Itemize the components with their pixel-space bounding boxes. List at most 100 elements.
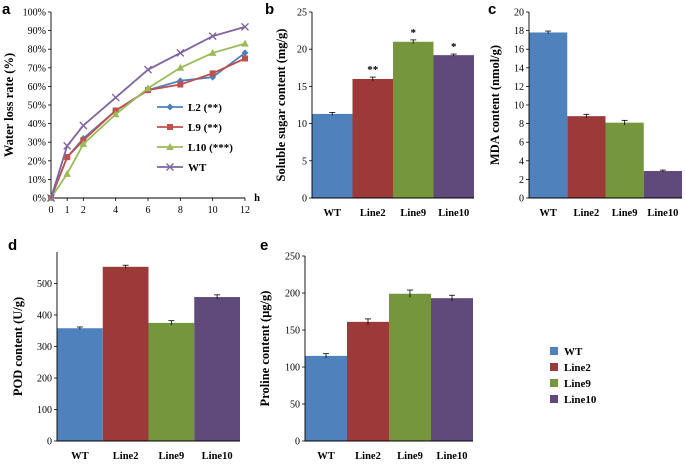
legend-marker-l9 bbox=[167, 124, 173, 130]
y-tick-label: 100 bbox=[37, 405, 52, 416]
bar-wt bbox=[529, 32, 568, 199]
series-line-l10 bbox=[50, 42, 246, 199]
y-tick-label: 25 bbox=[297, 8, 307, 19]
y-tick-label: 18 bbox=[514, 26, 524, 37]
significance-marker: * bbox=[451, 41, 457, 53]
legend-label-line10: Line10 bbox=[564, 394, 597, 406]
data-point-wt bbox=[241, 22, 249, 31]
bar-line2 bbox=[102, 266, 149, 441]
data-point-l10 bbox=[208, 48, 217, 56]
x-tick-label-line10: Line10 bbox=[438, 208, 469, 219]
y-axis-label: POD content (U/g) bbox=[11, 297, 25, 396]
bar-wt bbox=[57, 328, 103, 441]
y-axis-label: Water loss rate (%) bbox=[2, 53, 16, 157]
y-tick-label: 12 bbox=[514, 82, 524, 93]
x-tick-label-line2: Line2 bbox=[574, 208, 600, 219]
y-tick-label: 150 bbox=[285, 326, 300, 337]
x-tick-label-line2: Line2 bbox=[360, 208, 386, 219]
legend-marker-wt bbox=[166, 163, 174, 171]
x-tick-label: 10 bbox=[208, 205, 218, 216]
data-point-l10 bbox=[63, 169, 71, 177]
legend-swatch-line10 bbox=[550, 395, 558, 403]
bar-chart-pod: 0 100 200 300 400 500 WT Line2 Line9 Line10 POD co… bbox=[11, 252, 240, 462]
x-tick-label-wt: WT bbox=[317, 451, 335, 462]
y-tick-label: 250 bbox=[285, 252, 300, 263]
line-chart-water-loss: 0%10%20%30%40%50%60%70%80%90%100%0 1 2 4 6 8 1… bbox=[2, 8, 260, 217]
data-point-l10 bbox=[79, 140, 88, 148]
y-tick-label: 30% bbox=[28, 138, 46, 149]
y-tick-label: 10% bbox=[28, 175, 46, 186]
y-tick-label: 40% bbox=[28, 119, 46, 130]
bar-line2 bbox=[567, 116, 606, 198]
bar-chart-soluble-sugar: 0 5 10 15 20 25 WT ** Line2 * Line9 * Line10 Soluble … bbox=[274, 8, 474, 219]
bar-line9 bbox=[389, 293, 431, 441]
data-point-wt bbox=[176, 48, 185, 57]
y-tick-label: 80% bbox=[28, 45, 46, 56]
data-point-wt bbox=[144, 65, 152, 74]
x-tick-label-line10: Line10 bbox=[647, 208, 678, 219]
y-tick-label: 50 bbox=[290, 400, 300, 411]
y-tick-label: 90% bbox=[28, 26, 46, 37]
legend-label-l2: L2 (**) bbox=[188, 102, 222, 114]
y-tick-label: 0 bbox=[302, 194, 307, 205]
bar-chart-mda: 0 2 4 6 8 10 12 14 16 18 20 WT Line2 Line9 Line10 MDA c… bbox=[488, 8, 682, 219]
bar-line9 bbox=[148, 322, 195, 441]
y-tick-label: 200 bbox=[285, 289, 300, 300]
y-tick-label: 6 bbox=[519, 138, 524, 149]
y-tick-label: 2 bbox=[519, 175, 524, 186]
significance-marker: ** bbox=[367, 64, 379, 76]
bar-chart-proline: 0 50 100 150 200 250 WT Line2 Line9 Line10 Proline… bbox=[258, 252, 473, 462]
x-tick-label-line2: Line2 bbox=[355, 451, 381, 462]
legend-swatch-line2 bbox=[550, 363, 558, 371]
bar-line9 bbox=[393, 41, 434, 199]
x-tick-label-line9: Line9 bbox=[612, 208, 638, 219]
y-tick-label: 20 bbox=[297, 45, 307, 56]
y-axis-label: Proline content (μg/g) bbox=[258, 291, 272, 407]
data-point-l10 bbox=[176, 63, 185, 71]
y-tick-label: 10 bbox=[514, 101, 524, 112]
series-l10 bbox=[47, 39, 249, 201]
legend-label-line2: Line2 bbox=[564, 362, 591, 374]
x-tick-label: 4 bbox=[113, 205, 118, 216]
x-tick-label: 12 bbox=[240, 205, 250, 216]
y-tick-label: 0 bbox=[295, 437, 300, 448]
data-point-l10 bbox=[111, 110, 120, 118]
data-point-l9 bbox=[242, 55, 248, 62]
legend-label-wt: WT bbox=[564, 346, 583, 358]
y-axis-label: MDA content (nmol/g) bbox=[488, 45, 502, 165]
y-tick-label: 400 bbox=[37, 311, 52, 322]
data-point-wt bbox=[111, 93, 120, 102]
data-point-wt bbox=[47, 194, 55, 202]
legend-swatch-wt bbox=[550, 347, 558, 355]
data-point-l10 bbox=[241, 39, 249, 47]
y-tick-label: 5 bbox=[302, 156, 307, 167]
x-tick-label-line9: Line9 bbox=[397, 451, 423, 462]
data-point-l9 bbox=[209, 70, 216, 77]
x-tick-label-line2: Line2 bbox=[113, 451, 139, 462]
y-tick-label: 500 bbox=[37, 279, 52, 290]
legend-label-l10: L10 (***) bbox=[188, 142, 233, 154]
y-tick-label: 50% bbox=[28, 101, 46, 112]
shared-legend: WT Line2 Line9 Line10 bbox=[550, 346, 597, 406]
legend-swatch-line9 bbox=[550, 379, 558, 387]
x-tick-label: 1 bbox=[65, 205, 70, 216]
data-point-l9 bbox=[64, 154, 71, 161]
y-tick-label: 4 bbox=[519, 156, 524, 167]
data-point-l10 bbox=[144, 84, 152, 92]
bar-wt bbox=[312, 113, 353, 198]
y-tick-label: 0 bbox=[47, 437, 52, 448]
y-tick-label: 20% bbox=[28, 156, 46, 167]
x-tick-label-wt: WT bbox=[323, 208, 341, 219]
x-tick-label: 8 bbox=[178, 205, 183, 216]
legend-label-wt: WT bbox=[188, 162, 207, 174]
panel-letter-a: a bbox=[2, 1, 11, 18]
panel-letter-b: b bbox=[265, 1, 274, 18]
bar-line10 bbox=[643, 171, 682, 198]
y-tick-label: 200 bbox=[37, 374, 52, 385]
data-point-l9 bbox=[177, 81, 184, 88]
series-wt bbox=[47, 22, 249, 202]
legend-marker-l2 bbox=[166, 103, 174, 111]
y-tick-label: 0% bbox=[33, 194, 46, 205]
bar-wt bbox=[305, 355, 347, 441]
